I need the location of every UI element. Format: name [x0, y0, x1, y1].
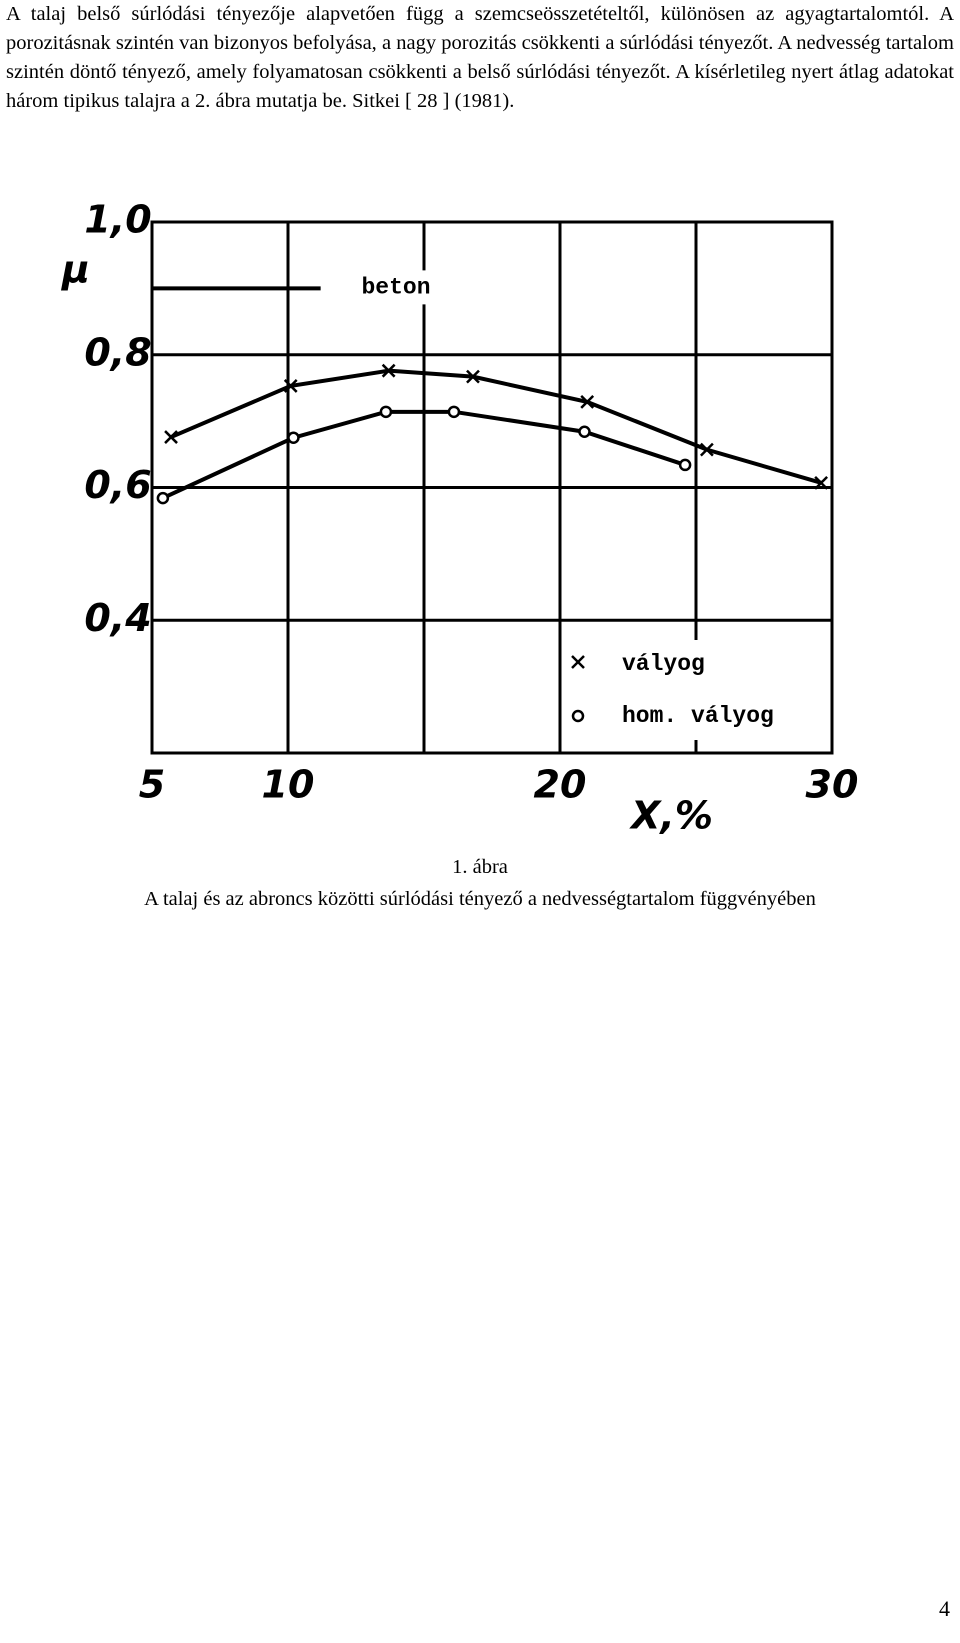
marker-stroke	[699, 442, 714, 457]
x-marker	[466, 369, 480, 384]
y-tick-label: 0,6	[84, 463, 151, 507]
page-number: 4	[939, 1596, 950, 1621]
o-marker	[287, 431, 300, 444]
y-axis-label: μ	[60, 248, 90, 292]
marker-stroke	[283, 379, 298, 393]
marker-stroke	[580, 394, 595, 409]
legend-entry: vályog	[622, 651, 705, 677]
y-tick-label: 0,4	[84, 596, 151, 640]
o-marker	[678, 458, 692, 472]
legend-marker	[571, 709, 585, 723]
x-marker	[580, 394, 595, 409]
y-tick-label: 1,0	[84, 198, 151, 242]
x-marker	[699, 442, 714, 457]
x-marker	[814, 475, 829, 490]
paragraph: A talaj belső súrlódási tényezője alapve…	[6, 3, 954, 112]
marker-stroke	[164, 430, 178, 444]
legend-marker	[571, 655, 585, 669]
figure-number: 1. ábra	[452, 856, 508, 878]
x-axis-label: X,%	[629, 794, 713, 838]
marker-stroke	[466, 369, 480, 384]
y-tick-label: 0,8	[84, 330, 151, 374]
series-line	[170, 368, 822, 485]
marker-stroke	[814, 475, 829, 490]
reference-label: beton	[361, 274, 430, 300]
x-marker	[381, 363, 396, 378]
series-line	[162, 409, 686, 500]
x-tick-label: 10	[262, 763, 315, 807]
x-marker	[283, 379, 298, 393]
marker-stroke	[381, 363, 396, 378]
label-bg	[348, 270, 444, 305]
x-tick-label: 5	[139, 763, 165, 807]
o-marker	[156, 491, 170, 505]
o-marker	[447, 405, 461, 419]
legend-bg	[565, 640, 825, 740]
figure-caption: A talaj és az abroncs közötti súrlódási …	[144, 888, 816, 910]
x-tick-label: 30	[806, 763, 859, 807]
x-tick-label: 20	[534, 763, 587, 807]
legend-entry: hom. vályog	[622, 703, 774, 729]
o-marker	[578, 425, 591, 438]
o-marker	[379, 405, 393, 419]
x-marker	[164, 430, 178, 444]
